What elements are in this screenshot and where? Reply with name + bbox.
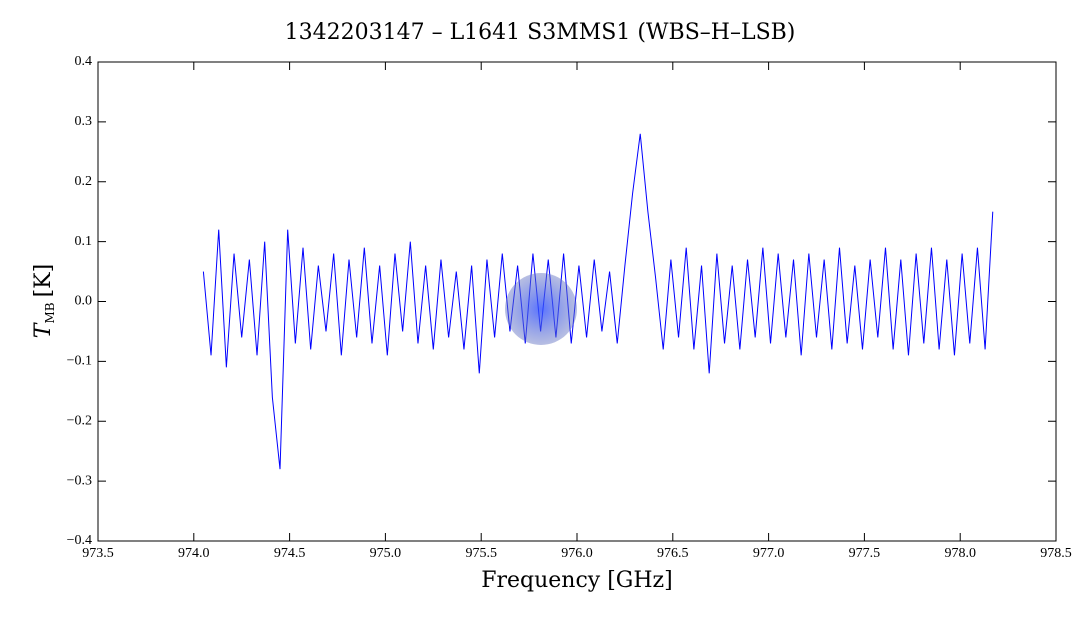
- y-tick-label: 0.4: [75, 54, 93, 69]
- x-tick-label: 974.5: [274, 546, 306, 561]
- x-tick-label: 976.5: [657, 546, 689, 561]
- y-tick-label: −0.4: [67, 533, 92, 548]
- x-tick-label: 975.5: [465, 546, 497, 561]
- y-tick-label: 0.2: [75, 174, 93, 189]
- x-axis-label: Frequency [GHz]: [481, 568, 673, 593]
- y-tick-label: −0.3: [67, 473, 92, 488]
- x-tick-label: 978.0: [944, 546, 976, 561]
- y-tick-label: 0.0: [75, 294, 93, 309]
- y-label-subscript: MB: [43, 302, 57, 323]
- y-label-symbol: T: [31, 321, 56, 338]
- x-tick-label: 974.0: [178, 546, 210, 561]
- x-tick-label: 978.5: [1040, 546, 1072, 561]
- x-tick-label: 977.0: [753, 546, 785, 561]
- y-tick-label: 0.1: [75, 234, 93, 249]
- y-tick-label: −0.2: [67, 413, 92, 428]
- y-tick-label: 0.3: [75, 114, 93, 129]
- x-tick-label: 976.0: [561, 546, 593, 561]
- y-axis-label: TMB [K]: [31, 264, 57, 338]
- plot-area: [202, 133, 994, 470]
- spectrum-line: [202, 133, 994, 470]
- chart-title: 1342203147 – L1641 S3MMS1 (WBS–H–LSB): [285, 20, 796, 45]
- highlight-marker: [505, 273, 577, 345]
- x-tick-label: 973.5: [82, 546, 114, 561]
- x-tick-label: 975.0: [370, 546, 402, 561]
- x-tick-label: 977.5: [849, 546, 881, 561]
- y-label-unit: [K]: [31, 264, 56, 298]
- y-tick-label: −0.1: [67, 354, 92, 369]
